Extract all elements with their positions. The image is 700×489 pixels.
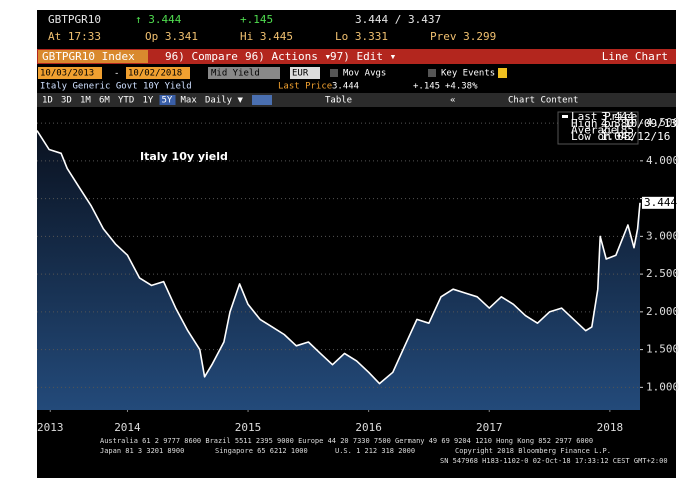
end-date: 10/02/2018 bbox=[128, 69, 182, 79]
date-box[interactable] bbox=[126, 67, 190, 79]
plot: 3.444 1.000 1.500 2.000 2.500 3.000 4.000 4.500… bbox=[36, 108, 679, 434]
high: Hi 3.445 bbox=[240, 30, 293, 43]
legend-swatch bbox=[562, 115, 568, 118]
range-buttons: 1D 3D 1M 6M YTD 1Y 5Y Max bbox=[42, 95, 197, 106]
info-change: +.145 bbox=[413, 82, 440, 92]
last-price-value: 3.444 bbox=[332, 82, 359, 92]
last-price-label: Last Price bbox=[278, 82, 332, 92]
y-tick-label: 4.500 bbox=[646, 116, 679, 129]
legend-stat-value: 4.380 bbox=[601, 117, 634, 130]
x-tick-label: 2013 bbox=[37, 421, 64, 434]
separator: - bbox=[114, 69, 119, 79]
currency-box[interactable] bbox=[290, 67, 320, 79]
prev: Prev 3.299 bbox=[430, 30, 496, 43]
footer-line: Singapore 65 6212 1000 bbox=[215, 447, 308, 455]
legend-stat-value: 2.185 bbox=[601, 124, 634, 137]
info-percent: +4.38% bbox=[445, 82, 478, 92]
range-button[interactable]: Max bbox=[181, 96, 198, 106]
footer-line: Japan 81 3 3201 8900 bbox=[100, 447, 184, 455]
checkbox[interactable] bbox=[330, 69, 338, 77]
footer-line: SN 547968 H183-1102-0 02-Oct-18 17:33:12… bbox=[440, 457, 668, 465]
mov-avgs: Mov Avgs bbox=[343, 69, 386, 79]
range-button[interactable]: 6M bbox=[99, 96, 110, 106]
info-icon[interactable] bbox=[498, 68, 507, 78]
start-date: 10/03/2013 bbox=[40, 69, 94, 79]
table[interactable]: Table bbox=[325, 96, 352, 106]
security[interactable]: GBTPGR10 Index bbox=[42, 50, 135, 63]
range-button[interactable]: 1M bbox=[80, 96, 91, 106]
y-tick-label: 4.000 bbox=[646, 154, 679, 167]
frequency[interactable]: Daily ▼ bbox=[205, 96, 244, 106]
y-tick-label: 1.500 bbox=[646, 343, 679, 356]
footer-line: Copyright 2018 Bloomberg Finance L.P. bbox=[455, 447, 611, 455]
y-tick-label: 1.000 bbox=[646, 380, 679, 393]
x-tick-label: 2018 bbox=[597, 421, 624, 434]
x-tick-label: 2015 bbox=[235, 421, 262, 434]
footer-line: Australia 61 2 9777 8600 Brazil 5511 239… bbox=[100, 437, 593, 445]
legend-stat-label: High on 10/09/13 bbox=[571, 117, 677, 130]
key-events: Key Events bbox=[441, 69, 495, 79]
menu-item[interactable]: 96) Actions ▾ bbox=[245, 50, 331, 63]
last-value-label: 3.444 bbox=[644, 196, 677, 209]
y-tick-label: 3.000 bbox=[646, 229, 679, 242]
range-button[interactable]: YTD bbox=[118, 96, 134, 106]
last: ↑ 3.444 bbox=[135, 13, 182, 26]
legend-stat-label: Low on 08/12/16 bbox=[571, 130, 670, 143]
x-tick-label: 2017 bbox=[476, 421, 503, 434]
view: Line Chart bbox=[602, 50, 668, 63]
date-box[interactable] bbox=[38, 67, 102, 79]
change: +.145 bbox=[240, 13, 273, 26]
legend bbox=[557, 111, 639, 145]
range-button[interactable]: 1Y bbox=[143, 96, 154, 106]
menu-bar bbox=[37, 49, 676, 64]
legend-stat-label: Average bbox=[571, 124, 617, 137]
field: Mid Yield bbox=[211, 69, 260, 79]
back-arrow[interactable]: « bbox=[450, 96, 455, 106]
x-tick-label: 2016 bbox=[355, 421, 382, 434]
checkbox[interactable] bbox=[428, 69, 436, 77]
low: Lo 3.331 bbox=[335, 30, 388, 43]
x-tick-label: 2014 bbox=[114, 421, 141, 434]
line bbox=[36, 130, 641, 385]
menu-item[interactable]: 96) Compare bbox=[165, 50, 238, 63]
ticker: GBTPGR10 bbox=[48, 13, 101, 26]
footer-line: U.S. 1 212 318 2000 bbox=[335, 447, 415, 455]
range-button[interactable]: 1D bbox=[42, 96, 53, 106]
last-value-tag bbox=[642, 196, 674, 209]
legend-name: Last Price bbox=[571, 110, 637, 123]
menu-item[interactable]: 97) Edit ▾ bbox=[330, 50, 396, 63]
y-tick-label: 2.500 bbox=[646, 267, 679, 280]
legend-stat-value: 1.042 bbox=[601, 130, 634, 143]
time: At 17:33 bbox=[48, 30, 101, 43]
field-box[interactable] bbox=[208, 67, 280, 79]
security-box bbox=[38, 50, 148, 63]
legend-value: 3.444 bbox=[601, 110, 634, 123]
chart-content[interactable]: Chart Content bbox=[508, 96, 578, 106]
chart-icon[interactable] bbox=[252, 95, 272, 105]
range-button[interactable]: 5Y bbox=[162, 96, 173, 106]
annotation: Italy 10y yield bbox=[140, 150, 228, 163]
toolbar bbox=[37, 93, 676, 107]
y-tick-label: 2.000 bbox=[646, 305, 679, 318]
bid-ask: 3.444 / 3.437 bbox=[355, 13, 441, 26]
security-name: Italy Generic Govt 10Y Yield bbox=[40, 82, 192, 92]
open: Op 3.341 bbox=[145, 30, 198, 43]
range-button[interactable]: 3D bbox=[61, 96, 72, 106]
currency: EUR bbox=[292, 69, 309, 79]
active-range bbox=[159, 95, 176, 105]
area-fill bbox=[37, 130, 640, 410]
